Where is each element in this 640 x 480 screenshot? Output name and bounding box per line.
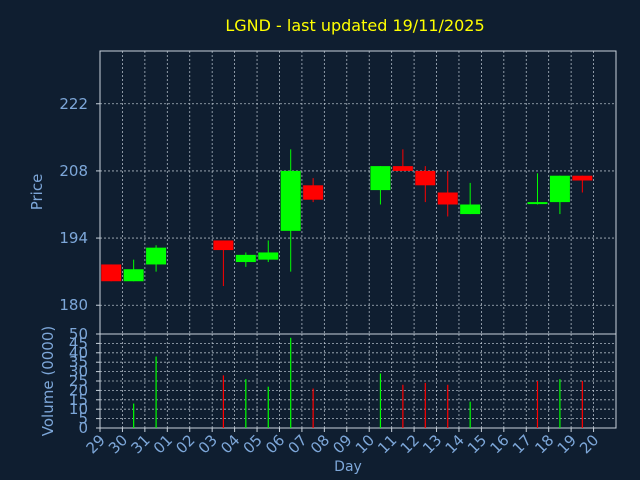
candle-body — [303, 185, 324, 200]
volume-tick-label: 20 — [69, 381, 88, 399]
price-tick-label: 208 — [59, 162, 88, 180]
candle — [527, 173, 548, 205]
price-tick-label: 222 — [59, 95, 88, 113]
candle — [258, 240, 279, 263]
candle-body — [572, 175, 593, 181]
candle — [370, 166, 391, 205]
candle — [549, 175, 570, 215]
price-axis-label: Price — [28, 174, 46, 211]
candle — [235, 252, 256, 267]
candle — [392, 149, 413, 171]
volume-tick-label: 40 — [69, 344, 88, 362]
candle — [123, 259, 144, 282]
candle-body — [101, 264, 122, 282]
candle — [280, 149, 301, 272]
price-panel: 180 194 208 222 — [59, 50, 617, 335]
volume-tick-label: 5 — [78, 410, 88, 428]
candle-body — [258, 252, 279, 260]
volume-tick-label: 25 — [69, 372, 88, 390]
candle-body — [527, 202, 548, 205]
volume-tick-label: 30 — [69, 363, 88, 381]
volume-frame — [99, 333, 617, 429]
candle-body — [415, 170, 436, 186]
candle — [460, 182, 481, 215]
candle — [146, 245, 167, 272]
volume-tick-label: 45 — [69, 334, 88, 352]
price-tick-label: 180 — [59, 296, 88, 314]
candle-body — [370, 166, 391, 191]
candle-body — [392, 166, 413, 171]
volume-tick-label: 15 — [69, 391, 88, 409]
candle — [415, 166, 436, 203]
chart-title: LGND - last updated 19/11/2025 — [225, 16, 484, 35]
x-axis-label: Day — [334, 459, 362, 475]
volume-tick-label: 10 — [69, 400, 88, 418]
candle — [213, 240, 234, 287]
candle-body — [146, 247, 167, 265]
volume-tick-label: 50 — [69, 325, 88, 343]
candle — [101, 264, 122, 282]
candle-body — [123, 269, 144, 282]
candle-body — [213, 240, 234, 251]
candle — [303, 178, 324, 203]
candle — [572, 175, 593, 193]
price-tick-label: 194 — [59, 229, 88, 247]
candle-body — [280, 170, 301, 231]
candle — [437, 170, 458, 217]
candle-body — [437, 192, 458, 205]
volume-tick-label: 0 — [78, 419, 88, 437]
volume-axis-label: Volume (0000) — [39, 326, 57, 436]
candle-body — [549, 175, 570, 203]
volume-tick-label: 35 — [69, 353, 88, 371]
candle-body — [235, 254, 256, 263]
candle-body — [460, 204, 481, 215]
